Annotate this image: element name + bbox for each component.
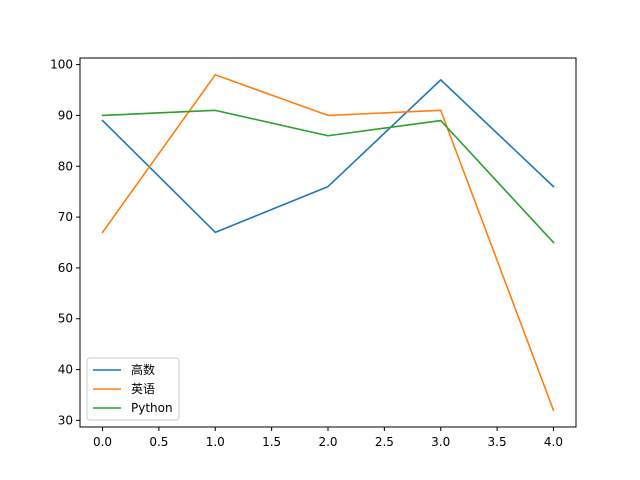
- x-axis-ticks: 0.0 0.5 1.0 1.5 2.0 2.5 3.0 3.5 4.0: [93, 427, 563, 449]
- x-tick-label: 2.5: [375, 435, 394, 449]
- y-tick-label: 80: [58, 159, 73, 173]
- series-line-0: [101, 79, 555, 234]
- legend-label-0: 高数: [131, 362, 155, 377]
- legend-label-2: Python: [131, 401, 173, 415]
- legend-box: [86, 357, 180, 421]
- y-tick-label: 90: [58, 108, 73, 122]
- x-tick-label: 1.0: [206, 435, 225, 449]
- x-tick-label: 3.0: [431, 435, 450, 449]
- y-tick-label: 60: [58, 261, 73, 275]
- y-axis-ticks: 30 40 50 60 70 80 90 100: [50, 58, 80, 427]
- y-tick-label: 50: [58, 312, 73, 326]
- series-line-2: [101, 109, 555, 244]
- x-tick-label: 0.5: [149, 435, 168, 449]
- legend-label-1: 英语: [131, 382, 155, 396]
- x-tick-label: 1.5: [262, 435, 281, 449]
- x-tick-label: 4.0: [544, 435, 563, 449]
- series-layer: [101, 73, 555, 412]
- y-tick-label: 40: [58, 363, 73, 377]
- y-tick-label: 70: [58, 210, 73, 224]
- x-tick-label: 0.0: [93, 435, 112, 449]
- y-tick-label: 30: [58, 413, 73, 427]
- x-tick-label: 2.0: [318, 435, 337, 449]
- y-tick-label: 100: [50, 58, 73, 72]
- series-line-1: [101, 73, 555, 412]
- x-tick-label: 3.5: [488, 435, 507, 449]
